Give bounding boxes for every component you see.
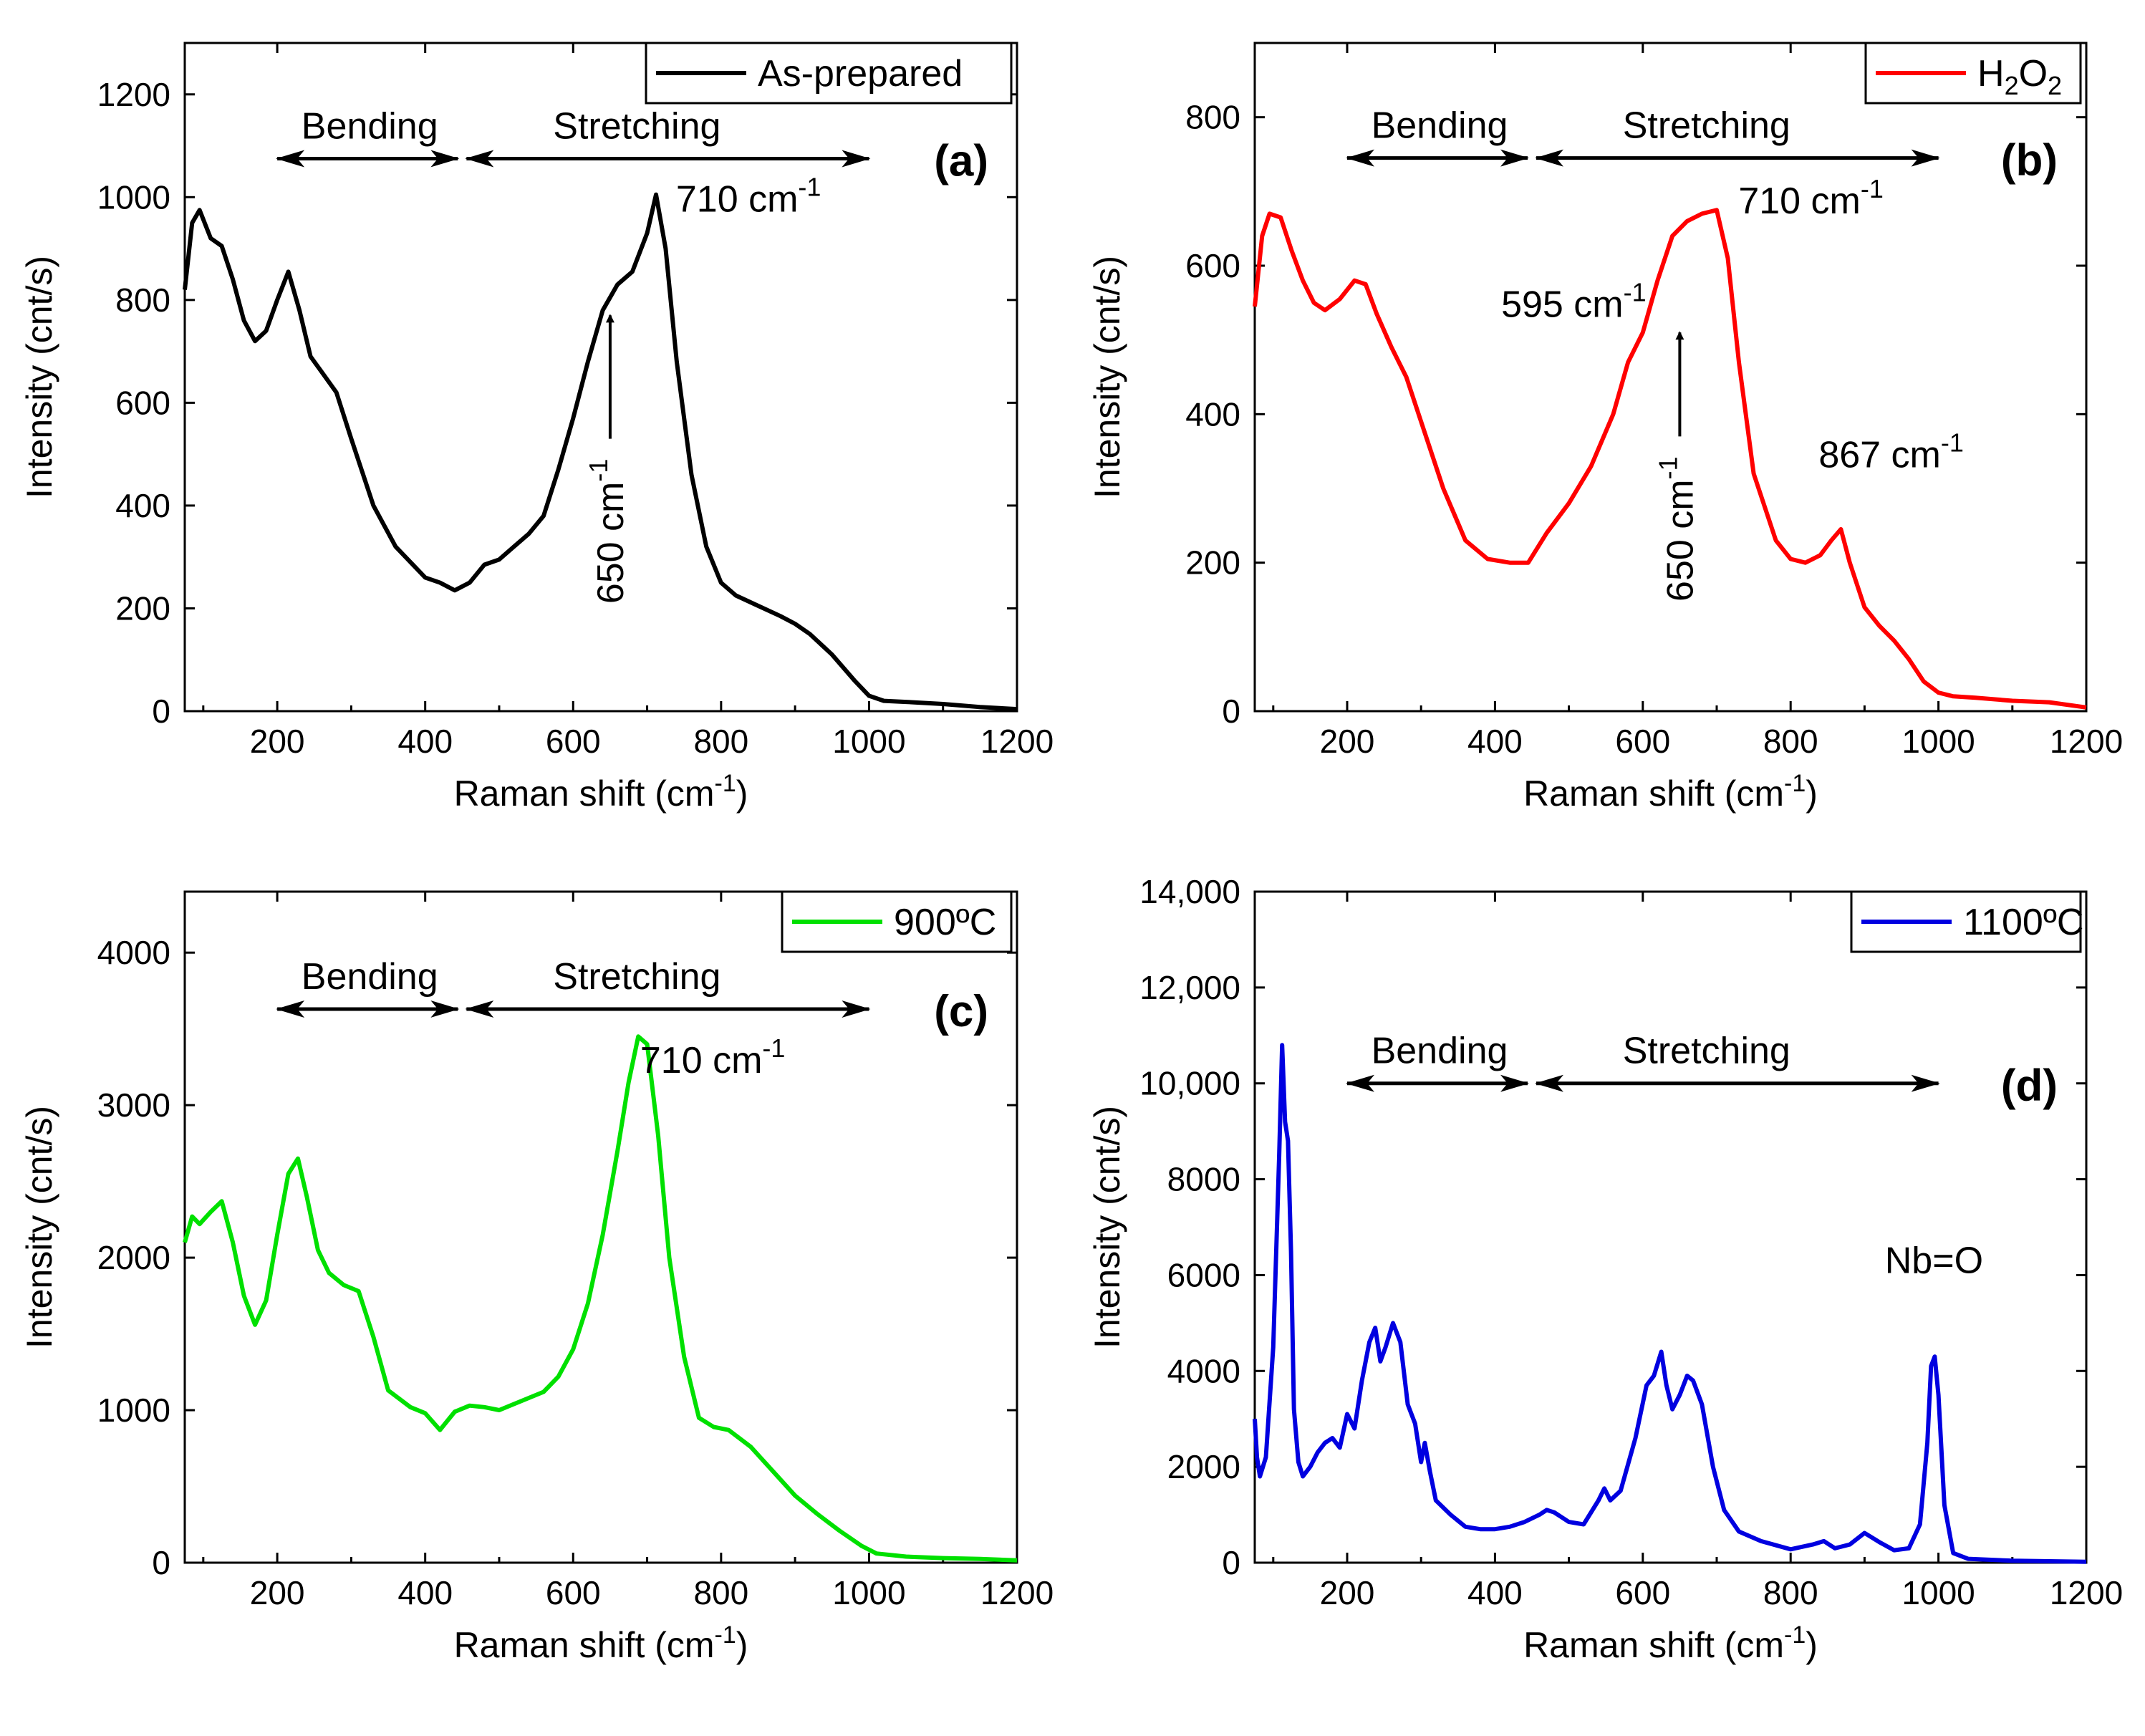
y-tick-label: 2000 (97, 1239, 170, 1276)
x-axis-title: Raman shift (cm-1) (1523, 1621, 1818, 1665)
panel-label: (a) (934, 136, 988, 185)
y-tick-label: 6000 (1167, 1256, 1240, 1293)
y-tick-label: 2000 (1167, 1448, 1240, 1485)
legend-box (645, 42, 1013, 105)
legend: H2O2 (1864, 42, 2082, 105)
y-tick-label: 400 (115, 487, 170, 524)
x-tick-label: 1000 (1901, 1574, 1975, 1611)
bending-label: Bending (1372, 1031, 1508, 1072)
peak-label: 710 cm-1 (640, 1033, 786, 1081)
x-tick-label: 800 (1763, 1574, 1818, 1611)
plot-frame (1253, 890, 2088, 1564)
x-tick-label: 1000 (832, 723, 905, 760)
x-tick-label: 600 (546, 1574, 601, 1611)
series-line-3 (183, 1034, 1018, 1563)
y-tick-label: 400 (1185, 395, 1240, 433)
peak-label: 710 cm-1 (1738, 174, 1884, 222)
panel-label: (b) (2001, 136, 2058, 185)
legend: 1100ºC (1850, 890, 2083, 953)
x-axis-title: Raman shift (cm-1) (454, 770, 748, 814)
bending-label: Bending (302, 105, 438, 147)
y-tick-label: 4000 (1167, 1352, 1240, 1389)
y-tick-label: 1000 (97, 178, 170, 216)
y-tick-label: 0 (152, 1544, 170, 1581)
panel-c: 200 400 600 800 1000 1200 0 1000 2000 3000 4000 Ram… (19, 890, 1054, 1665)
x-tick-label: 800 (693, 723, 748, 760)
plot-frame (183, 42, 1018, 713)
legend-label: 900ºC (894, 902, 996, 943)
stretching-label: Stretching (553, 956, 720, 998)
stretching-label: Stretching (1623, 105, 1790, 147)
x-tick-label: 400 (397, 1574, 453, 1611)
vertical-peak-label: 650 cm-1 (1653, 456, 1701, 602)
x-tick-label: 200 (250, 1574, 305, 1611)
x-tick-label: 200 (1320, 1574, 1375, 1611)
panel-label: (d) (2001, 1061, 2058, 1111)
y-tick-label: 200 (115, 589, 170, 627)
y-tick-label: 12,000 (1139, 969, 1240, 1006)
y-axis-title: Intensity (cnt/s) (1087, 256, 1127, 498)
y-tick-label: 200 (1185, 544, 1240, 582)
series-line-2 (1253, 208, 2087, 710)
y-tick-label: 4000 (97, 934, 170, 971)
legend-label: As-prepared (758, 53, 963, 95)
x-tick-label: 1000 (1901, 723, 1975, 760)
y-axis-title: Intensity (cnt/s) (19, 256, 59, 498)
x-tick-label: 800 (693, 1574, 748, 1611)
y-tick-label: 14,000 (1139, 873, 1240, 910)
panel-b: 200 400 600 800 1000 1200 0 200 400 600 800 Raman s… (1087, 42, 2123, 814)
series-line-4 (1253, 1043, 2087, 1564)
x-tick-label: 1200 (2050, 1574, 2123, 1611)
x-tick-label: 800 (1763, 723, 1818, 760)
peak-label: 710 cm-1 (676, 172, 821, 220)
x-tick-label: 400 (1467, 723, 1523, 760)
peak-label: Nb=O (1885, 1240, 1983, 1282)
y-tick-label: 600 (115, 384, 170, 421)
legend-label: H2O2 (1977, 53, 2062, 100)
stretching-label: Stretching (553, 105, 720, 147)
legend: As-prepared (645, 42, 1013, 105)
x-tick-label: 1000 (832, 1574, 905, 1611)
vertical-peak-label: 650 cm-1 (584, 459, 632, 604)
y-tick-label: 600 (1185, 247, 1240, 284)
y-tick-label: 8000 (1167, 1161, 1240, 1198)
x-tick-label: 1200 (2050, 723, 2123, 760)
y-tick-label: 3000 (97, 1086, 170, 1124)
x-tick-label: 400 (1467, 1574, 1523, 1611)
y-axis-title: Intensity (cnt/s) (19, 1106, 59, 1349)
plot-frame (1253, 42, 2088, 713)
x-tick-label: 600 (1615, 1574, 1670, 1611)
x-tick-label: 600 (546, 723, 601, 760)
bending-label: Bending (1372, 105, 1508, 147)
x-axis-title: Raman shift (cm-1) (1523, 770, 1818, 814)
peak-label: 595 cm-1 (1501, 277, 1647, 325)
y-tick-label: 10,000 (1139, 1065, 1240, 1102)
x-axis-title: Raman shift (cm-1) (454, 1621, 748, 1665)
y-tick-label: 1000 (97, 1392, 170, 1429)
y-tick-label: 0 (1222, 693, 1240, 730)
stretching-label: Stretching (1623, 1031, 1790, 1072)
panel-d: 200 400 600 800 1000 1200 0 2000 4000 6000 8000 10,… (1087, 873, 2123, 1665)
peak-label: 867 cm-1 (1818, 428, 1964, 476)
y-tick-label: 1200 (97, 76, 170, 113)
y-tick-label: 0 (152, 693, 170, 730)
x-tick-label: 200 (250, 723, 305, 760)
y-tick-label: 0 (1222, 1544, 1240, 1581)
series-line-1 (183, 192, 1018, 712)
panel-label: (c) (934, 987, 988, 1036)
x-tick-label: 200 (1320, 723, 1375, 760)
x-tick-label: 600 (1615, 723, 1670, 760)
x-tick-label: 400 (397, 723, 453, 760)
legend-label: 1100ºC (1963, 902, 2083, 943)
legend: 900ºC (781, 890, 1013, 953)
x-tick-label: 1200 (980, 1574, 1054, 1611)
y-axis-title: Intensity (cnt/s) (1087, 1106, 1127, 1349)
bending-label: Bending (302, 956, 438, 998)
x-tick-label: 1200 (980, 723, 1054, 760)
y-tick-label: 800 (1185, 99, 1240, 136)
plot-frame (183, 890, 1018, 1564)
panel-a: 200 400 600 800 1000 1200 0 200 400 600 800 1000 120… (19, 42, 1054, 814)
y-tick-label: 800 (115, 281, 170, 319)
